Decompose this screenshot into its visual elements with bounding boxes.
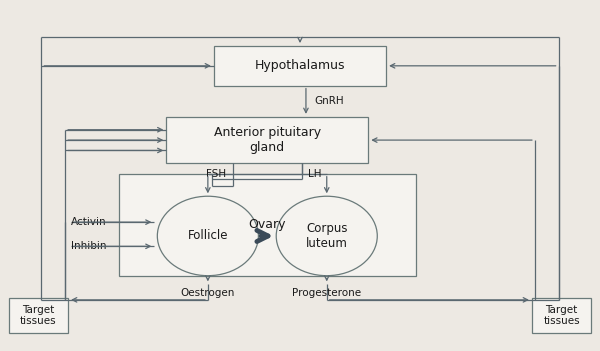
Text: LH: LH [308,168,321,179]
Text: FSH: FSH [206,168,226,179]
Ellipse shape [276,196,377,276]
Text: Oestrogen: Oestrogen [181,288,235,298]
Bar [166,117,368,164]
Bar [532,298,591,333]
Text: Progesterone: Progesterone [292,288,361,298]
Text: Corpus
luteum: Corpus luteum [306,222,347,250]
Bar [119,174,416,276]
Text: Follicle: Follicle [188,230,228,243]
Text: Ovary: Ovary [248,218,286,231]
Bar [214,46,386,86]
Text: Hypothalamus: Hypothalamus [255,59,345,72]
Text: GnRH: GnRH [315,96,344,106]
Text: Inhibin: Inhibin [71,241,107,251]
Text: Target
tissues: Target tissues [543,305,580,326]
Text: Anterior pituitary
gland: Anterior pituitary gland [214,126,321,154]
Ellipse shape [157,196,259,276]
Text: Activin: Activin [71,217,107,227]
Text: Target
tissues: Target tissues [20,305,57,326]
Bar [9,298,68,333]
